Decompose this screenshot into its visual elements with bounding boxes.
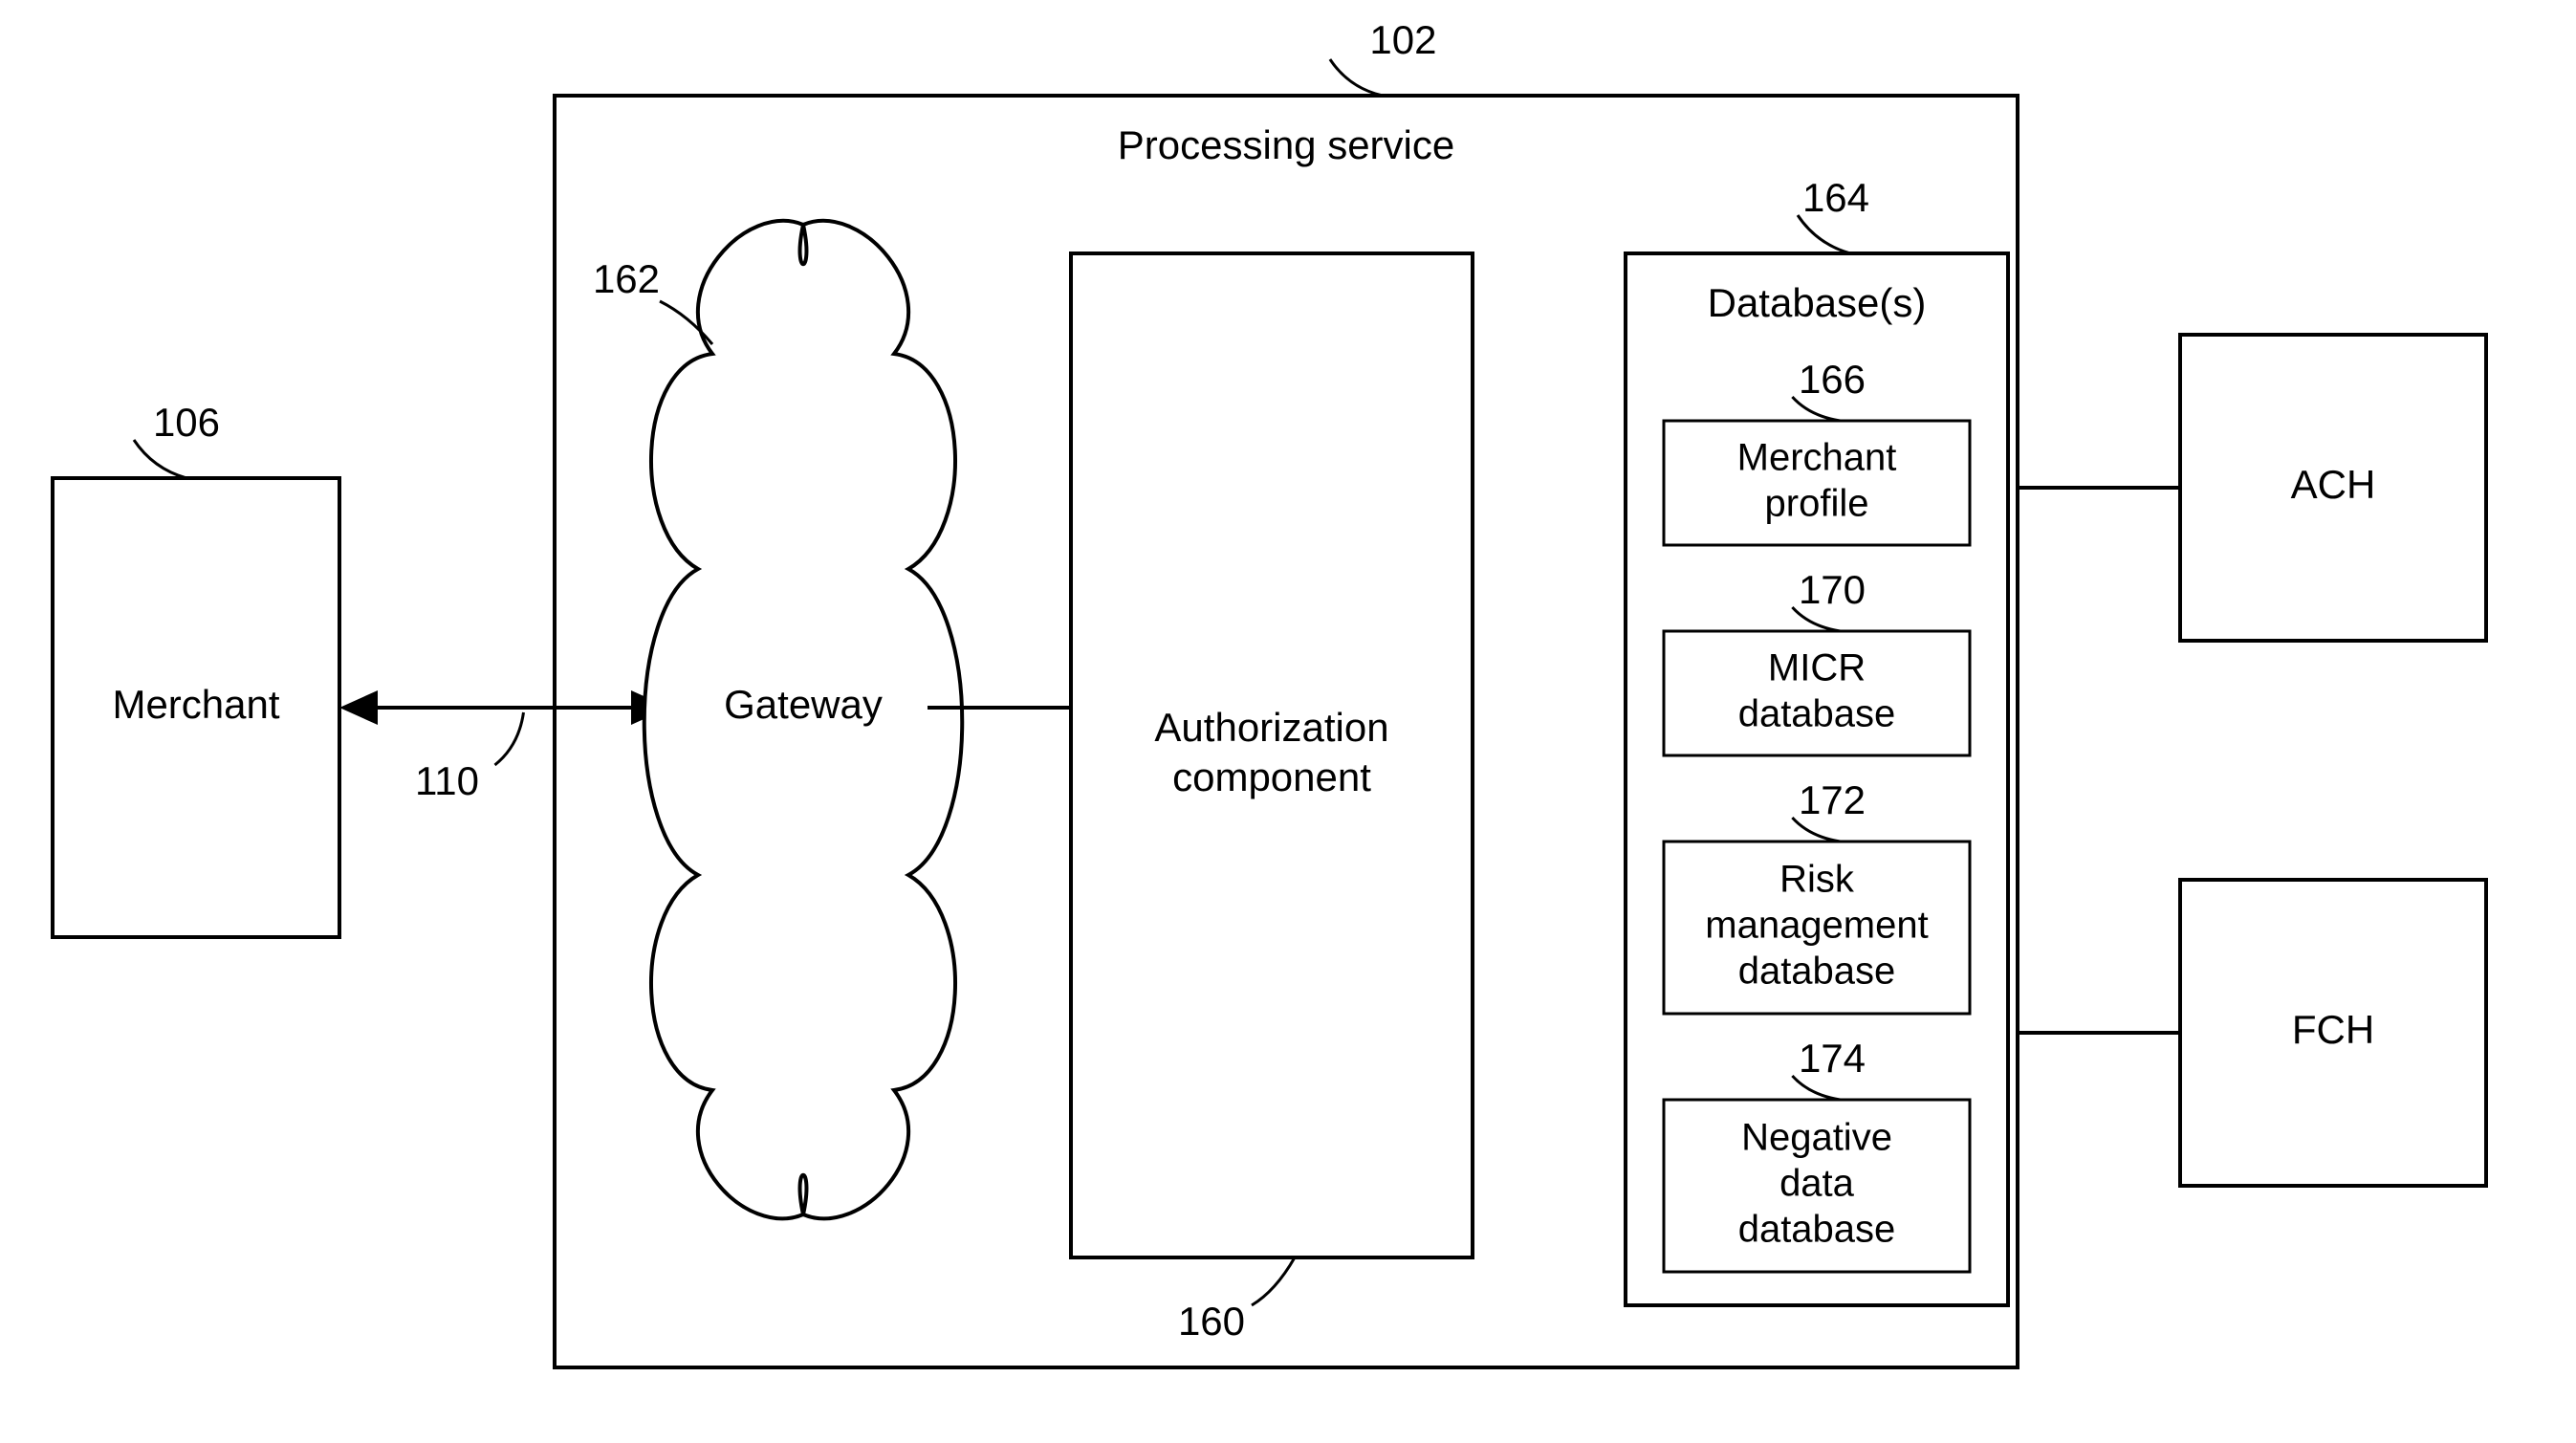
svg-text:database: database — [1738, 1209, 1896, 1251]
svg-text:component: component — [1172, 754, 1371, 799]
svg-text:Gateway: Gateway — [724, 682, 883, 727]
svg-text:data: data — [1779, 1163, 1855, 1205]
svg-text:Processing service: Processing service — [1118, 122, 1454, 167]
svg-text:profile: profile — [1765, 483, 1869, 525]
svg-text:164: 164 — [1802, 175, 1869, 220]
svg-text:Authorization: Authorization — [1154, 705, 1388, 750]
svg-text:Database(s): Database(s) — [1708, 280, 1927, 325]
svg-text:Negative: Negative — [1741, 1117, 1892, 1159]
svg-text:database: database — [1738, 693, 1896, 735]
svg-text:management: management — [1705, 905, 1928, 947]
svg-text:106: 106 — [153, 400, 220, 445]
svg-text:MICR: MICR — [1768, 647, 1866, 689]
svg-text:162: 162 — [593, 256, 660, 301]
patent-block-diagram: Processing service 102 Merchant 106 110 Gatew… — [0, 0, 2576, 1443]
svg-text:database: database — [1738, 951, 1896, 993]
svg-text:166: 166 — [1799, 357, 1866, 402]
svg-text:110: 110 — [415, 758, 479, 803]
svg-text:Risk: Risk — [1779, 859, 1855, 901]
svg-text:102: 102 — [1369, 17, 1436, 62]
svg-text:FCH: FCH — [2292, 1007, 2374, 1052]
svg-text:Merchant: Merchant — [1737, 437, 1897, 479]
svg-text:172: 172 — [1799, 777, 1866, 822]
svg-text:160: 160 — [1178, 1299, 1245, 1344]
svg-text:174: 174 — [1799, 1036, 1866, 1081]
svg-text:ACH: ACH — [2291, 462, 2376, 507]
svg-text:Merchant: Merchant — [112, 682, 279, 727]
svg-text:170: 170 — [1799, 567, 1866, 612]
